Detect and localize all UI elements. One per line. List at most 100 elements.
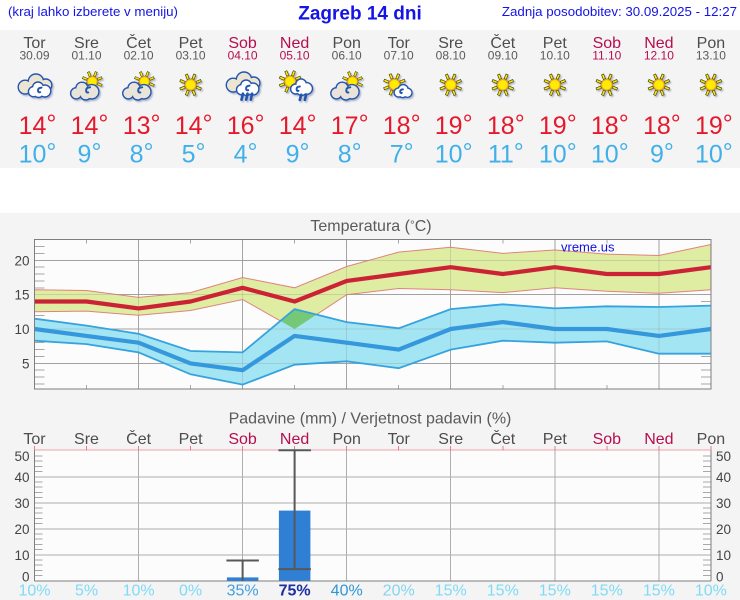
svg-text:Zadnja posodobitev: 30.09.2025: Zadnja posodobitev: 30.09.2025 - 12:27 bbox=[502, 4, 737, 19]
svg-text:10: 10 bbox=[716, 548, 731, 563]
svg-text:11.10: 11.10 bbox=[592, 49, 621, 63]
svg-text:0: 0 bbox=[716, 570, 724, 585]
svg-text:Sob: Sob bbox=[228, 35, 257, 52]
svg-text:18°: 18° bbox=[643, 110, 681, 140]
svg-text:8°: 8° bbox=[130, 138, 154, 168]
svg-text:40%: 40% bbox=[331, 583, 363, 600]
svg-text:Pon: Pon bbox=[697, 35, 725, 52]
svg-text:Ned: Ned bbox=[280, 431, 309, 448]
svg-text:Pon: Pon bbox=[332, 431, 360, 448]
svg-text:30: 30 bbox=[716, 496, 731, 511]
svg-text:35%: 35% bbox=[227, 583, 259, 600]
svg-text:Padavine (mm) / Verjetnost pad: Padavine (mm) / Verjetnost padavin (%) bbox=[229, 411, 512, 428]
svg-text:10: 10 bbox=[14, 548, 29, 563]
svg-text:14°: 14° bbox=[175, 110, 213, 140]
svg-text:18°: 18° bbox=[487, 110, 525, 140]
svg-text:Sre: Sre bbox=[74, 35, 99, 52]
svg-text:20: 20 bbox=[14, 522, 29, 537]
svg-text:15%: 15% bbox=[643, 583, 675, 600]
svg-text:Ned: Ned bbox=[644, 431, 673, 448]
svg-text:06.10: 06.10 bbox=[332, 49, 362, 63]
svg-text:10°: 10° bbox=[695, 138, 733, 168]
svg-text:15%: 15% bbox=[435, 583, 467, 600]
svg-text:03.10: 03.10 bbox=[176, 49, 206, 63]
svg-text:17°: 17° bbox=[331, 110, 369, 140]
svg-text:Čet: Čet bbox=[490, 33, 515, 52]
svg-text:13°: 13° bbox=[123, 110, 161, 140]
svg-text:18°: 18° bbox=[383, 110, 421, 140]
svg-text:9°: 9° bbox=[78, 138, 102, 168]
svg-text:09.10: 09.10 bbox=[488, 49, 518, 63]
svg-text:Tor: Tor bbox=[388, 35, 411, 52]
svg-text:10.10: 10.10 bbox=[540, 49, 570, 63]
svg-text:9°: 9° bbox=[650, 138, 674, 168]
svg-text:Sob: Sob bbox=[593, 431, 622, 448]
svg-text:Pet: Pet bbox=[543, 431, 568, 448]
svg-text:(kraj lahko izberete v meniju): (kraj lahko izberete v meniju) bbox=[8, 4, 178, 19]
svg-text:15: 15 bbox=[14, 288, 29, 303]
svg-text:19°: 19° bbox=[435, 110, 473, 140]
svg-text:50: 50 bbox=[14, 449, 29, 464]
svg-text:16°: 16° bbox=[227, 110, 265, 140]
svg-text:Sob: Sob bbox=[593, 35, 622, 52]
svg-text:30: 30 bbox=[14, 496, 29, 511]
svg-text:Tor: Tor bbox=[388, 431, 411, 448]
svg-text:11°: 11° bbox=[488, 138, 524, 168]
svg-text:Tor: Tor bbox=[23, 431, 46, 448]
svg-text:Pet: Pet bbox=[179, 35, 204, 52]
svg-text:15%: 15% bbox=[591, 583, 623, 600]
svg-text:08.10: 08.10 bbox=[436, 49, 466, 63]
svg-text:04.10: 04.10 bbox=[228, 49, 258, 63]
svg-text:Pet: Pet bbox=[543, 35, 568, 52]
svg-text:10%: 10% bbox=[695, 583, 727, 600]
svg-text:Sob: Sob bbox=[228, 431, 257, 448]
svg-text:14°: 14° bbox=[71, 110, 109, 140]
svg-text:8°: 8° bbox=[338, 138, 362, 168]
svg-text:15%: 15% bbox=[487, 583, 519, 600]
svg-text:Čet: Čet bbox=[126, 33, 151, 52]
svg-text:0%: 0% bbox=[179, 583, 202, 600]
svg-text:30.09: 30.09 bbox=[19, 49, 49, 63]
svg-text:14°: 14° bbox=[279, 110, 317, 140]
svg-text:Pet: Pet bbox=[179, 431, 204, 448]
svg-text:9°: 9° bbox=[286, 138, 310, 168]
svg-text:10°: 10° bbox=[539, 138, 577, 168]
svg-text:7°: 7° bbox=[390, 138, 414, 168]
svg-text:10°: 10° bbox=[19, 138, 57, 168]
svg-text:0: 0 bbox=[22, 570, 30, 585]
svg-text:Temperatura (°C): Temperatura (°C) bbox=[310, 218, 431, 236]
svg-text:Sre: Sre bbox=[438, 431, 463, 448]
svg-text:Ned: Ned bbox=[280, 35, 309, 52]
svg-text:40: 40 bbox=[716, 470, 731, 485]
svg-text:40: 40 bbox=[14, 470, 29, 485]
svg-text:12.10: 12.10 bbox=[644, 49, 674, 63]
svg-text:20: 20 bbox=[14, 253, 29, 268]
svg-text:Čet: Čet bbox=[490, 429, 515, 448]
svg-text:05.10: 05.10 bbox=[280, 49, 310, 63]
svg-text:75%: 75% bbox=[279, 583, 311, 600]
svg-text:Tor: Tor bbox=[23, 35, 46, 52]
svg-text:10%: 10% bbox=[18, 583, 50, 600]
svg-text:10%: 10% bbox=[123, 583, 155, 600]
svg-text:Sre: Sre bbox=[438, 35, 463, 52]
svg-text:5%: 5% bbox=[75, 583, 98, 600]
svg-text:Čet: Čet bbox=[126, 429, 151, 448]
svg-text:Zagreb 14 dni: Zagreb 14 dni bbox=[298, 4, 422, 25]
svg-text:4°: 4° bbox=[234, 138, 258, 168]
svg-text:20%: 20% bbox=[383, 583, 415, 600]
svg-text:13.10: 13.10 bbox=[696, 49, 726, 63]
svg-text:Sre: Sre bbox=[74, 431, 99, 448]
svg-text:10: 10 bbox=[14, 322, 29, 337]
svg-text:07.10: 07.10 bbox=[384, 49, 414, 63]
svg-text:50: 50 bbox=[716, 449, 731, 464]
svg-text:18°: 18° bbox=[591, 110, 629, 140]
svg-text:02.10: 02.10 bbox=[124, 49, 154, 63]
svg-text:5°: 5° bbox=[182, 138, 206, 168]
svg-text:14°: 14° bbox=[19, 110, 57, 140]
svg-text:10°: 10° bbox=[435, 138, 473, 168]
svg-text:19°: 19° bbox=[539, 110, 577, 140]
svg-text:Pon: Pon bbox=[332, 35, 360, 52]
svg-text:vreme.us: vreme.us bbox=[561, 240, 615, 255]
svg-text:15%: 15% bbox=[539, 583, 571, 600]
svg-text:20: 20 bbox=[716, 522, 731, 537]
